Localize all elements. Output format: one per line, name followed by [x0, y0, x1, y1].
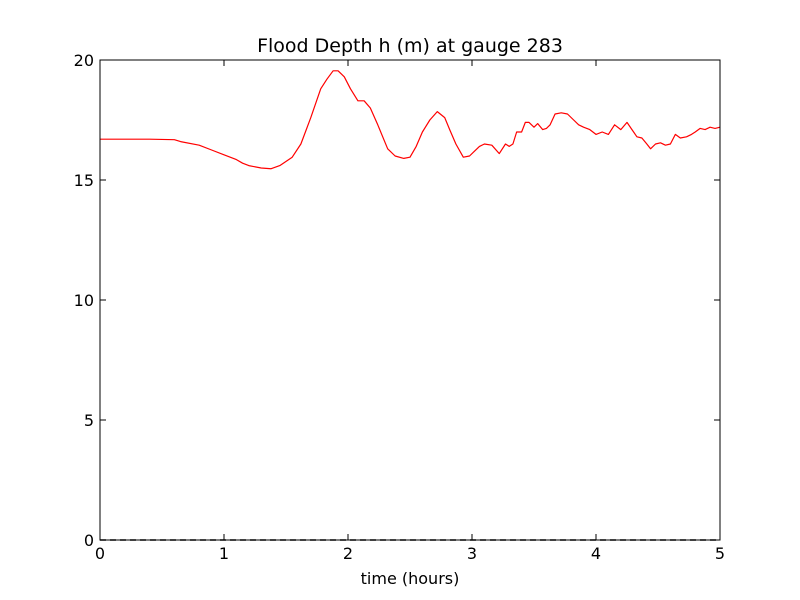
- y-tick-label: 5: [84, 411, 94, 430]
- y-tick-label: 0: [84, 531, 94, 550]
- x-tick-label: 2: [343, 544, 353, 563]
- x-tick-label: 3: [467, 544, 477, 563]
- x-tick-label: 5: [715, 544, 725, 563]
- y-tick-label: 15: [74, 171, 94, 190]
- x-tick-label: 0: [95, 544, 105, 563]
- y-tick-label: 20: [74, 51, 94, 70]
- y-tick-label: 10: [74, 291, 94, 310]
- plot-area: [100, 60, 720, 540]
- depth-series-line: [100, 70, 721, 170]
- chart-title: Flood Depth h (m) at gauge 283: [257, 35, 563, 57]
- plot-frame: [99, 59, 721, 541]
- ticks-layer: 0 1 2 3 4 5 0 5 10 15 20: [74, 51, 725, 563]
- x-tick-label: 1: [219, 544, 229, 563]
- x-axis-label: time (hours): [361, 569, 460, 588]
- x-tick-label: 4: [591, 544, 601, 563]
